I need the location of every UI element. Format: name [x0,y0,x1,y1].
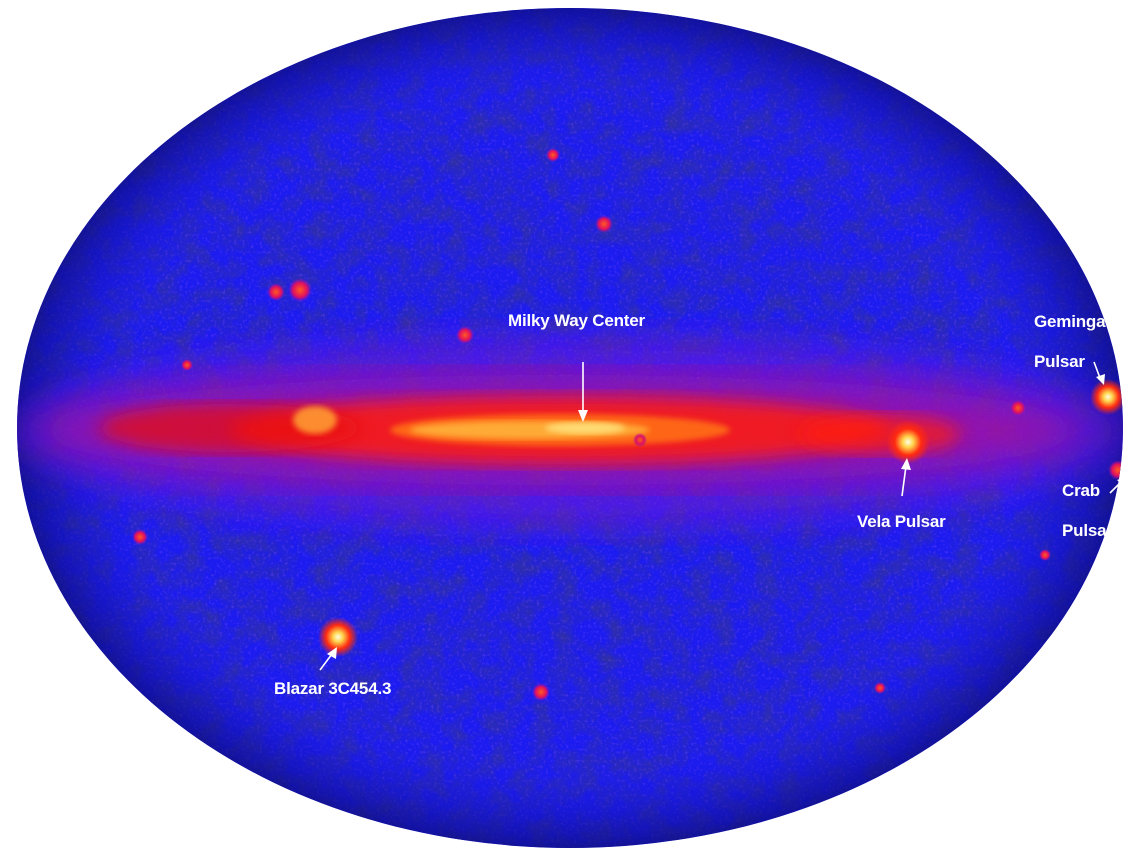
galactic-plane [100,396,960,464]
arrowhead-icon [901,458,911,470]
faint-source [267,283,285,301]
vela-pulsar-source [886,420,930,464]
faint-source [874,682,886,694]
label-blazar: Blazar 3C454.3 [274,679,391,698]
label-vela-pulsar: Vela Pulsar [857,512,946,531]
annotations: Milky Way Center Geminga Pulsar Vela Pul… [274,311,1128,698]
faint-source [132,529,148,545]
label-geminga-line2: Pulsar [1034,352,1085,371]
label-geminga-line1: Geminga [1034,312,1106,331]
faint-source [1039,549,1051,561]
arrowhead-icon [327,647,337,659]
arrowhead-icon [1096,374,1105,385]
arrow-vela-pulsar [901,465,907,497]
faint-source [633,433,647,447]
faint-source [546,148,560,162]
faint-source [532,683,550,701]
arrow-geminga-pulsar [1093,361,1101,379]
faint-source [595,215,613,233]
faint-source [288,278,312,302]
blazar-source [318,617,358,657]
label-milky-way-center: Milky Way Center [508,311,646,330]
arrow-blazar [319,653,333,671]
arrowhead-icon [1117,476,1128,487]
label-crab-line1: Crab [1062,481,1100,500]
arrowhead-icon [578,410,588,422]
point-sources [132,148,1123,701]
faint-source [181,359,193,371]
crab-pulsar-source [1108,460,1123,480]
label-crab-line2: Pulsar [1062,521,1113,540]
faint-source [1010,400,1026,416]
geminga-pulsar-source [1090,379,1123,415]
faint-source [456,326,474,344]
